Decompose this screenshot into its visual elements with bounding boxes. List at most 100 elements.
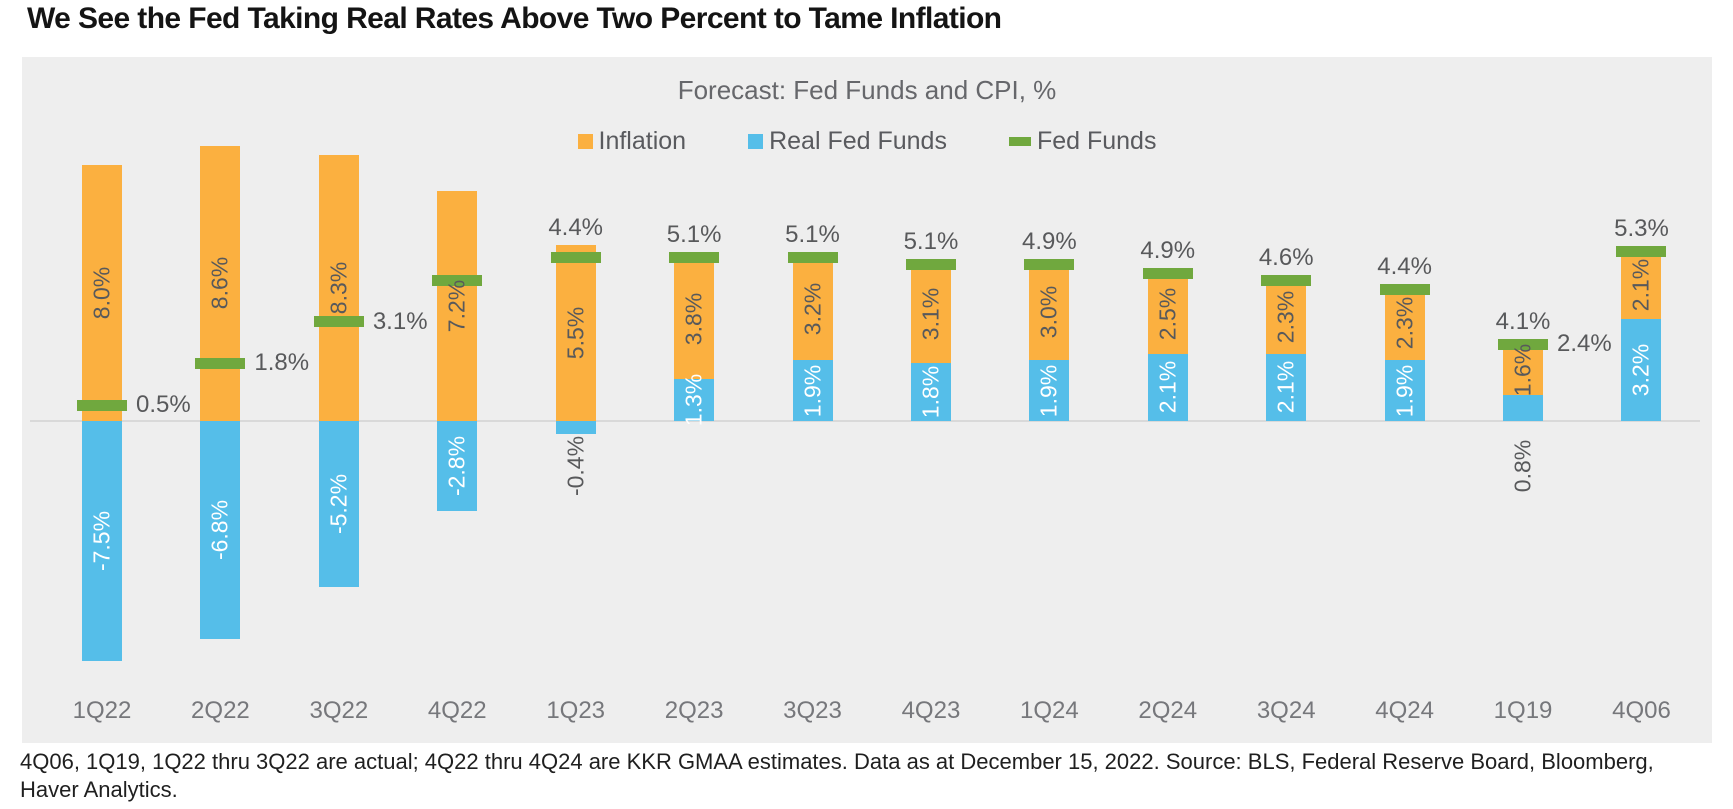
fed-funds-dash-marker [1498,338,1549,350]
fed-funds-dash-marker [313,316,364,328]
x-axis-label: 4Q06 [1612,697,1671,724]
legend-item-inflation: Inflation [577,127,686,156]
fed-funds-dash-marker [432,274,483,286]
x-axis-label: 4Q24 [1375,697,1434,724]
inflation-value-label: 3.2% [799,282,826,336]
bar-segment-real-fed-funds [1147,353,1188,421]
plot-area: 8.0% -7.5% 0.5% 1Q22 8.6% -6.8% 1.8% 2Q22 8.3% -5… [22,57,1712,743]
bar-segment-real-fed-funds [437,421,478,511]
x-axis-label: 2Q23 [664,697,724,724]
x-axis-label: 2Q24 [1138,697,1198,724]
fed-funds-dash-marker [787,252,838,264]
bar-segment-real-fed-funds [555,421,596,434]
inflation-value-label: 8.0% [88,266,115,320]
fed-funds-value-label: 5.1% [785,221,840,249]
bar-segment-real-fed-funds [792,360,833,421]
bar-segment-inflation [1147,273,1188,354]
page-title: We See the Fed Taking Real Rates Above T… [27,2,1002,35]
bar-segment-real-fed-funds [1621,318,1662,421]
inflation-value-label: 1.6% [1509,343,1536,397]
chart-legend: Inflation Real Fed Funds Fed Funds [22,127,1712,156]
x-axis-label: 1Q22 [72,697,132,724]
real-fed-funds-value-label: 1.9% [799,364,826,417]
fed-funds-value-label: 4.1% [1495,307,1551,335]
real-fed-funds-value-label: -5.2% [325,474,352,535]
real-fed-funds-value-label: 2.1% [1154,361,1181,414]
fed-funds-dash-marker [1616,245,1667,257]
fed-funds-value-label: 5.1% [903,227,959,255]
bar-segment-real-fed-funds [1384,360,1425,421]
inflation-value-label: 2.1% [1627,258,1654,312]
fed-funds-value-label: 4.4% [548,214,604,241]
bar-segment-inflation [674,257,715,380]
inflation-value-label: 2.5% [1154,287,1181,341]
bar-segment-real-fed-funds [82,421,122,661]
bar-segment-inflation [1266,280,1307,354]
real-fed-funds-value-label: 1.9% [1391,364,1418,417]
bar-segment-inflation [1503,344,1544,396]
real-fed-funds-value-label: 3.2% [1627,343,1654,397]
real-fed-funds-value-label: 2.1% [1272,361,1299,414]
bar-segment-inflation [437,190,478,421]
real-fed-funds-value-label: -7.5% [88,510,115,572]
real-fed-funds-value-label: 1.9% [1035,364,1062,417]
bar-segment-real-fed-funds [1503,395,1544,421]
bar-segment-inflation [82,165,122,421]
x-axis-label: 3Q24 [1256,697,1316,724]
fed-funds-dash-marker [669,252,720,264]
bar-segment-inflation [1029,264,1070,361]
x-axis-label: 4Q23 [901,697,961,724]
fed-funds-value-label: 5.3% [1614,214,1669,242]
fed-funds-value-label: 4.6% [1258,243,1314,271]
x-axis-label: 4Q22 [427,697,487,724]
legend-label: Fed Funds [1036,127,1157,155]
inflation-value-label: 8.6% [206,257,233,310]
inflation-value-label: 5.5% [562,306,589,360]
fed-funds-value-label: 5.1% [666,221,722,249]
x-axis-label: 2Q22 [191,697,250,724]
fed-funds-dash-marker [1379,284,1430,296]
inflation-value-label: 3.8% [680,292,707,345]
bar-segment-real-fed-funds [1266,353,1307,421]
zero-axis-line [30,420,1700,422]
fed-funds-dash-marker [1142,268,1193,280]
bar-segment-inflation [1384,286,1425,361]
bar-segment-inflation [200,145,241,421]
legend-item-real-fed-funds: Real Fed Funds [748,127,947,156]
legend-item-fed-funds: Fed Funds [1008,127,1157,156]
real-fed-funds-value-label: -2.8% [443,435,470,496]
inflation-value-label: 2.3% [1272,290,1299,344]
fed-funds-dash-marker [195,357,246,369]
bar-segment-inflation [1621,251,1662,319]
bar-segment-real-fed-funds [1029,360,1070,421]
x-axis-label: 3Q22 [309,697,369,724]
real-fed-funds-value-label: -6.8% [206,499,233,560]
fed-funds-value-label: 4.9% [1022,227,1077,255]
real-fed-funds-value-label: 1.3% [680,373,707,427]
x-axis-label: 1Q19 [1493,697,1553,724]
fed-funds-dash-marker [1024,258,1075,270]
fed-funds-value-label: 1.8% [254,349,310,377]
real-fed-funds-value-label: -0.4% [562,435,589,497]
fed-funds-value-label: 4.9% [1140,237,1196,265]
bar-segment-real-fed-funds [318,421,359,588]
real-fed-funds-value-label: 1.8% [917,365,944,419]
inflation-value-label: 8.3% [325,261,352,315]
bar-segment-inflation [910,264,951,364]
x-axis-label: 1Q23 [546,697,606,724]
legend-label: Real Fed Funds [769,127,947,155]
footnote: 4Q06, 1Q19, 1Q22 thru 3Q22 are actual; 4… [20,749,1654,803]
fed-funds-dash-marker [550,252,601,264]
dash-icon [1008,137,1031,146]
inflation-value-label: 7.2% [443,279,470,333]
x-axis-label: 1Q24 [1020,697,1079,724]
square-icon [577,134,593,149]
fed-funds-value-label: 2.4% [1557,330,1612,358]
bar-segment-inflation [318,155,359,421]
bar-segment-inflation [555,245,596,421]
fed-funds-dash-marker [1261,274,1312,286]
bar-segment-inflation [792,257,833,361]
chart-area: Forecast: Fed Funds and CPI, % Inflation… [22,57,1712,743]
fed-funds-dash-marker [77,399,127,411]
